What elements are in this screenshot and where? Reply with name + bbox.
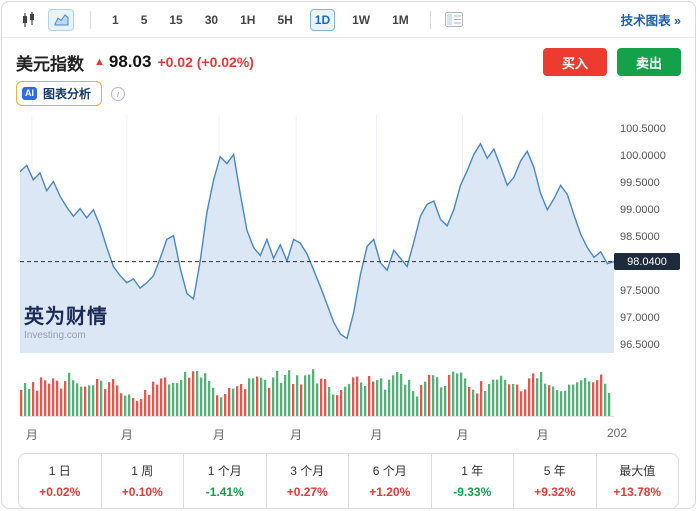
- perf-cell-8: 最大值 +13.78%: [595, 454, 679, 508]
- interval-group: 1 5 15 30 1H 5H 1D 1W 1M: [101, 8, 420, 31]
- perf-change-value: +9.32%: [534, 485, 576, 499]
- area-chart-glyph: [54, 14, 68, 26]
- perf-cell-4: 3 个月 +0.27%: [265, 454, 349, 508]
- investing-watermark: 英为财情 Investing.com: [24, 300, 108, 341]
- perf-period-label: 6 个月: [372, 464, 407, 478]
- interval-1W[interactable]: 1W: [352, 12, 371, 27]
- interval-1H[interactable]: 1H: [240, 12, 256, 27]
- perf-change-value: -1.41%: [205, 485, 244, 499]
- perf-cell-6: 1 年 -9.33%: [430, 454, 514, 508]
- perf-period-label: 1 日: [48, 464, 71, 478]
- perf-period-label: 3 个月: [290, 464, 325, 478]
- up-arrow-icon: ▲: [94, 56, 105, 68]
- perf-cell-1: 1 日 +0.02%: [19, 454, 101, 508]
- sell-button[interactable]: 卖出: [617, 48, 681, 76]
- y-axis: 100.5000100.000099.500099.000098.500098.…: [620, 115, 695, 353]
- interval-1[interactable]: 1: [112, 12, 119, 27]
- perf-period-label: 5 年: [543, 464, 566, 478]
- perf-change-value: +0.27%: [286, 485, 328, 499]
- chart-toolbar: 1 5 15 30 1H 5H 1D 1W 1M 技术图表 »: [2, 2, 695, 38]
- perf-change-value: +0.10%: [121, 485, 163, 499]
- watermark-domain: Investing.com: [24, 330, 86, 341]
- ai-badge-label: 图表分析: [43, 87, 92, 101]
- interval-5[interactable]: 5: [140, 12, 148, 27]
- interval-1M[interactable]: 1M: [392, 12, 409, 27]
- price-change: +0.02 (+0.02%): [157, 54, 254, 70]
- last-price: 98.03: [108, 52, 152, 71]
- interval-15[interactable]: 15: [169, 12, 183, 27]
- perf-period-label: 1 个月: [207, 464, 242, 478]
- watermark-brand: 英为财情: [24, 306, 108, 328]
- perf-change-value: +13.78%: [613, 485, 662, 499]
- technical-chart-link[interactable]: 技术图表 »: [620, 14, 681, 28]
- volume-bars-chart: [20, 369, 614, 417]
- x-axis-label: 月: [25, 428, 38, 442]
- perf-cell-7: 5 年 +9.32%: [513, 454, 596, 508]
- x-axis-label: 月: [536, 428, 549, 442]
- trade-buttons: 买入 卖出: [543, 48, 681, 76]
- area-chart-icon[interactable]: [48, 8, 74, 31]
- y-axis-label: 97.0000: [620, 311, 660, 324]
- instrument-title: 美元指数: [16, 54, 84, 74]
- instrument-header: 美元指数 ▲ 98.03 +0.02 (+0.02%) 买入 卖出: [2, 38, 695, 78]
- interval-30[interactable]: 30: [204, 12, 219, 27]
- perf-period-label: 最大值: [619, 464, 656, 478]
- interval-5H[interactable]: 5H: [277, 12, 293, 27]
- quotes-board-icon[interactable]: [441, 9, 467, 31]
- x-axis-label: 月: [290, 428, 303, 442]
- interval-1D[interactable]: 1D: [309, 8, 336, 31]
- perf-change-value: -9.33%: [453, 485, 492, 499]
- perf-cell-5: 6 个月 +1.20%: [348, 454, 431, 508]
- info-icon[interactable]: i: [111, 86, 126, 101]
- y-axis-label: 99.5000: [620, 176, 660, 189]
- y-axis-label: 97.5000: [620, 284, 660, 297]
- perf-change-value: +1.20%: [369, 485, 411, 499]
- quotes-board-glyph: [444, 12, 463, 27]
- y-axis-label: 98.5000: [620, 230, 660, 243]
- x-axis-label: 202: [606, 426, 628, 440]
- x-axis-label: 月: [456, 428, 469, 442]
- perf-cell-2: 1 周 +0.10%: [100, 454, 184, 508]
- y-axis-label: 96.5000: [620, 338, 660, 351]
- ai-chart-analysis-badge[interactable]: AI 图表分析: [16, 81, 103, 106]
- y-axis-label: 100.0000: [620, 149, 666, 162]
- buy-button[interactable]: 买入: [543, 48, 607, 76]
- performance-table: 1 日 +0.02% 1 周 +0.10% 1 个月 -1.41% 3 个月 +0.27% 6 …: [18, 453, 679, 508]
- volume-panel: [2, 361, 695, 421]
- x-axis: 月 月 月 月 月 月 月 202: [2, 421, 695, 445]
- y-axis-label: 99.0000: [620, 203, 660, 216]
- toolbar-divider: [429, 10, 431, 29]
- x-axis-label: 月: [120, 428, 133, 442]
- perf-change-value: +0.02%: [39, 485, 81, 499]
- perf-period-label: 1 年: [461, 464, 484, 478]
- price-chart[interactable]: 100.5000 100.0000 99.5000 99.0000 98.5000 98.…: [2, 113, 695, 357]
- candlestick-chart-icon[interactable]: [16, 9, 42, 31]
- y-axis-label: 100.5000: [620, 122, 666, 135]
- toolbar-divider: [90, 10, 91, 29]
- x-axis-label: 月: [370, 428, 383, 442]
- x-axis-label: 月: [212, 428, 226, 442]
- ai-analysis-row: AI 图表分析 i: [2, 78, 695, 111]
- perf-cell-3: 1 个月 -1.41%: [183, 454, 266, 508]
- candlestick-glyph: [23, 11, 34, 27]
- ai-icon: AI: [22, 87, 37, 100]
- perf-period-label: 1 周: [131, 464, 154, 478]
- current-price-badge: 98.0400: [614, 253, 680, 271]
- price-area-chart[interactable]: [20, 115, 614, 353]
